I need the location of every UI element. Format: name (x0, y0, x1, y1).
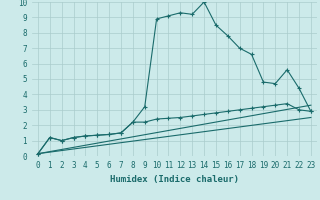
X-axis label: Humidex (Indice chaleur): Humidex (Indice chaleur) (110, 175, 239, 184)
